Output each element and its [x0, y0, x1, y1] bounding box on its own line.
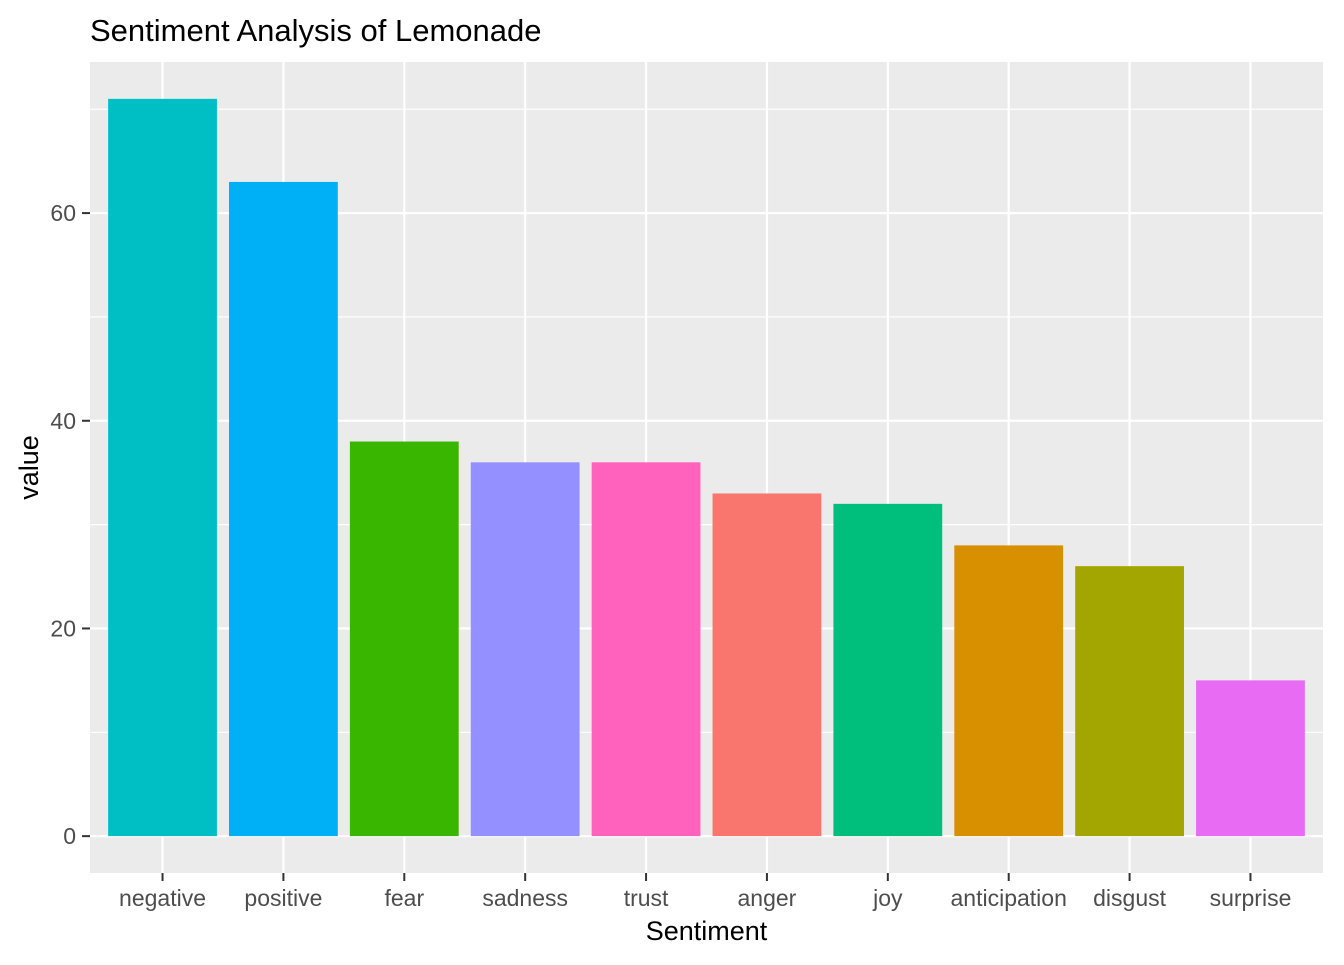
y-tick-label: 60	[50, 200, 76, 226]
y-tick-label: 40	[50, 408, 76, 434]
x-tick-label-fear: fear	[384, 885, 424, 911]
x-tick-label-joy: joy	[872, 885, 903, 911]
x-tick-label-positive: positive	[244, 885, 322, 911]
bar-trust	[591, 462, 701, 837]
bar-disgust	[1075, 566, 1184, 837]
bar-anticipation	[954, 545, 1064, 837]
x-tick-label-trust: trust	[624, 885, 669, 911]
x-tick-label-surprise: surprise	[1210, 885, 1292, 911]
x-tick-label-disgust: disgust	[1093, 885, 1166, 911]
bar-positive	[229, 181, 338, 837]
bar-anger	[712, 493, 822, 837]
bar-fear	[349, 441, 459, 837]
bars-group	[108, 98, 1305, 837]
bar-sadness	[470, 462, 580, 837]
y-tick-label: 20	[50, 615, 76, 641]
x-tick-label-negative: negative	[119, 885, 206, 911]
x-tick-label-anticipation: anticipation	[951, 885, 1067, 911]
x-axis: negative positive fear sadness trust anger joy…	[119, 873, 1291, 911]
x-tick-label-sadness: sadness	[482, 885, 568, 911]
x-axis-title: Sentiment	[646, 916, 768, 946]
bar-joy	[833, 503, 943, 837]
bar-surprise	[1196, 680, 1305, 837]
y-axis: 0 20 40 60	[50, 200, 90, 849]
y-axis-title: value	[14, 435, 44, 500]
y-tick-label: 0	[63, 823, 76, 849]
chart-title: Sentiment Analysis of Lemonade	[90, 13, 542, 48]
x-tick-label-anger: anger	[738, 885, 797, 911]
bar-negative	[108, 98, 217, 837]
